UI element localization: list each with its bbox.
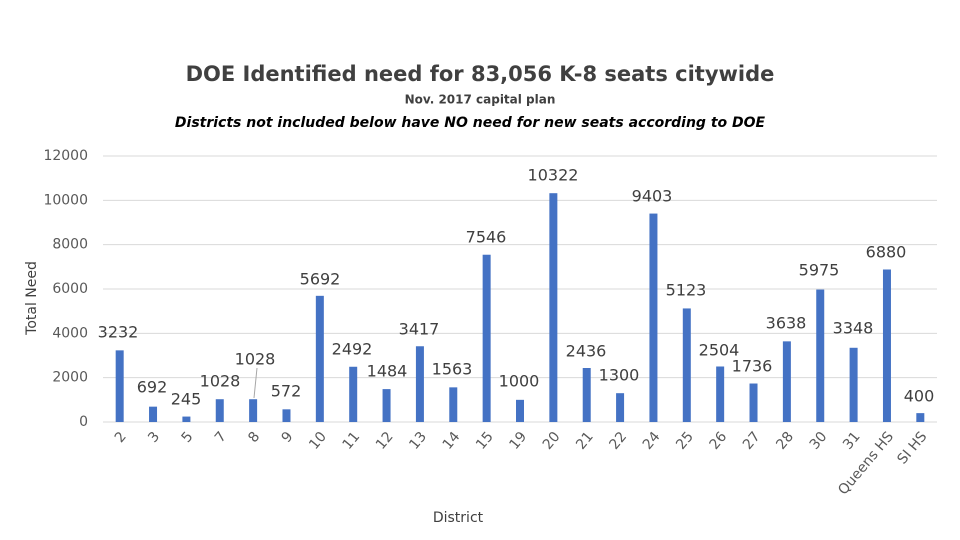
- bar: [349, 366, 358, 422]
- data-label: 2436: [566, 342, 607, 361]
- x-tick-label: 10: [306, 429, 330, 453]
- x-tick-label: 15: [473, 429, 497, 453]
- data-label: 3638: [766, 314, 807, 333]
- bar: [616, 393, 625, 422]
- x-axis-label: District: [433, 510, 484, 526]
- x-tick-label: 26: [707, 429, 731, 453]
- x-tick-label: SI HS: [894, 429, 930, 468]
- data-label: 1300: [599, 366, 640, 385]
- bar: [816, 289, 825, 422]
- bar: [549, 193, 558, 422]
- x-tick-label: 27: [740, 429, 764, 453]
- x-tick-label: 22: [606, 429, 630, 453]
- data-label: 1563: [432, 360, 473, 379]
- x-tick-label: 5: [179, 429, 197, 446]
- bar: [249, 399, 258, 422]
- data-label: 1484: [367, 362, 408, 381]
- x-tick-label: 13: [406, 429, 430, 453]
- data-label: 5975: [799, 261, 840, 280]
- data-label: 572: [271, 382, 302, 401]
- bar: [849, 347, 858, 422]
- x-tick-label: 25: [673, 429, 697, 453]
- data-label: 3348: [833, 319, 874, 338]
- x-tick-label: 2: [112, 429, 130, 446]
- y-tick-label: 10000: [43, 192, 88, 208]
- x-tick-label: 8: [245, 429, 263, 446]
- x-tick-label: 3: [145, 429, 163, 446]
- y-tick-label: 2000: [52, 370, 88, 386]
- x-tick-label: 14: [440, 429, 464, 453]
- chart-title: DOE Identified need for 83,056 K-8 seats…: [186, 62, 775, 86]
- data-label: 1000: [499, 372, 540, 391]
- y-tick-label: 4000: [52, 325, 88, 341]
- y-tick-label: 12000: [43, 148, 88, 164]
- data-label: 3232: [98, 323, 139, 342]
- y-tick-label: 0: [79, 414, 88, 430]
- x-tick-label: 28: [773, 429, 797, 453]
- data-label: 2492: [332, 340, 373, 359]
- data-label: 6880: [866, 243, 907, 262]
- data-label: 692: [137, 378, 168, 397]
- x-tick-label: 21: [573, 429, 597, 453]
- bar: [282, 409, 291, 422]
- data-label: 1028: [200, 372, 241, 391]
- bar: [382, 389, 391, 422]
- y-tick-label: 6000: [52, 281, 88, 297]
- data-label: 3417: [399, 320, 440, 339]
- x-tick-label: 31: [840, 429, 864, 453]
- bar: [582, 368, 591, 422]
- data-label: 7546: [466, 228, 507, 247]
- bar: [682, 308, 691, 422]
- data-label: 5692: [300, 270, 341, 289]
- bar: [215, 399, 224, 422]
- bar: [482, 254, 491, 422]
- bar: [115, 350, 124, 422]
- bar: [749, 383, 758, 422]
- bar: [449, 387, 458, 422]
- data-label: 1028: [235, 350, 276, 369]
- x-tick-label: 9: [279, 429, 297, 446]
- bar: [415, 346, 424, 422]
- x-tick-label: 30: [807, 429, 831, 453]
- chart-subtitle: Nov. 2017 capital plan: [405, 93, 556, 107]
- x-tick-label: 11: [340, 429, 364, 453]
- data-label: 10322: [528, 166, 579, 185]
- leader-line: [253, 367, 258, 399]
- data-label: 9403: [632, 187, 673, 206]
- data-label: 5123: [666, 281, 707, 300]
- data-label: 400: [904, 387, 935, 406]
- bar: [649, 213, 658, 422]
- bar: [716, 366, 725, 422]
- bar: [916, 413, 925, 422]
- bar: [149, 406, 158, 422]
- bar: [315, 295, 324, 422]
- bar: [516, 399, 524, 422]
- bar: [882, 269, 891, 422]
- x-tick-label: 7: [212, 429, 230, 446]
- x-tick-label: 12: [373, 429, 397, 453]
- chart-note: Districts not included below have NO nee…: [175, 115, 766, 131]
- bar: [782, 341, 791, 422]
- data-label: 2504: [699, 341, 740, 360]
- x-tick-label: 24: [640, 429, 664, 453]
- x-tick-label: 20: [540, 429, 564, 453]
- bar: [182, 416, 191, 422]
- x-tick-label: 19: [506, 429, 530, 453]
- data-label: 245: [171, 390, 202, 409]
- y-axis-label: Total Need: [24, 261, 40, 336]
- y-tick-label: 8000: [52, 237, 88, 253]
- data-label: 1736: [732, 357, 773, 376]
